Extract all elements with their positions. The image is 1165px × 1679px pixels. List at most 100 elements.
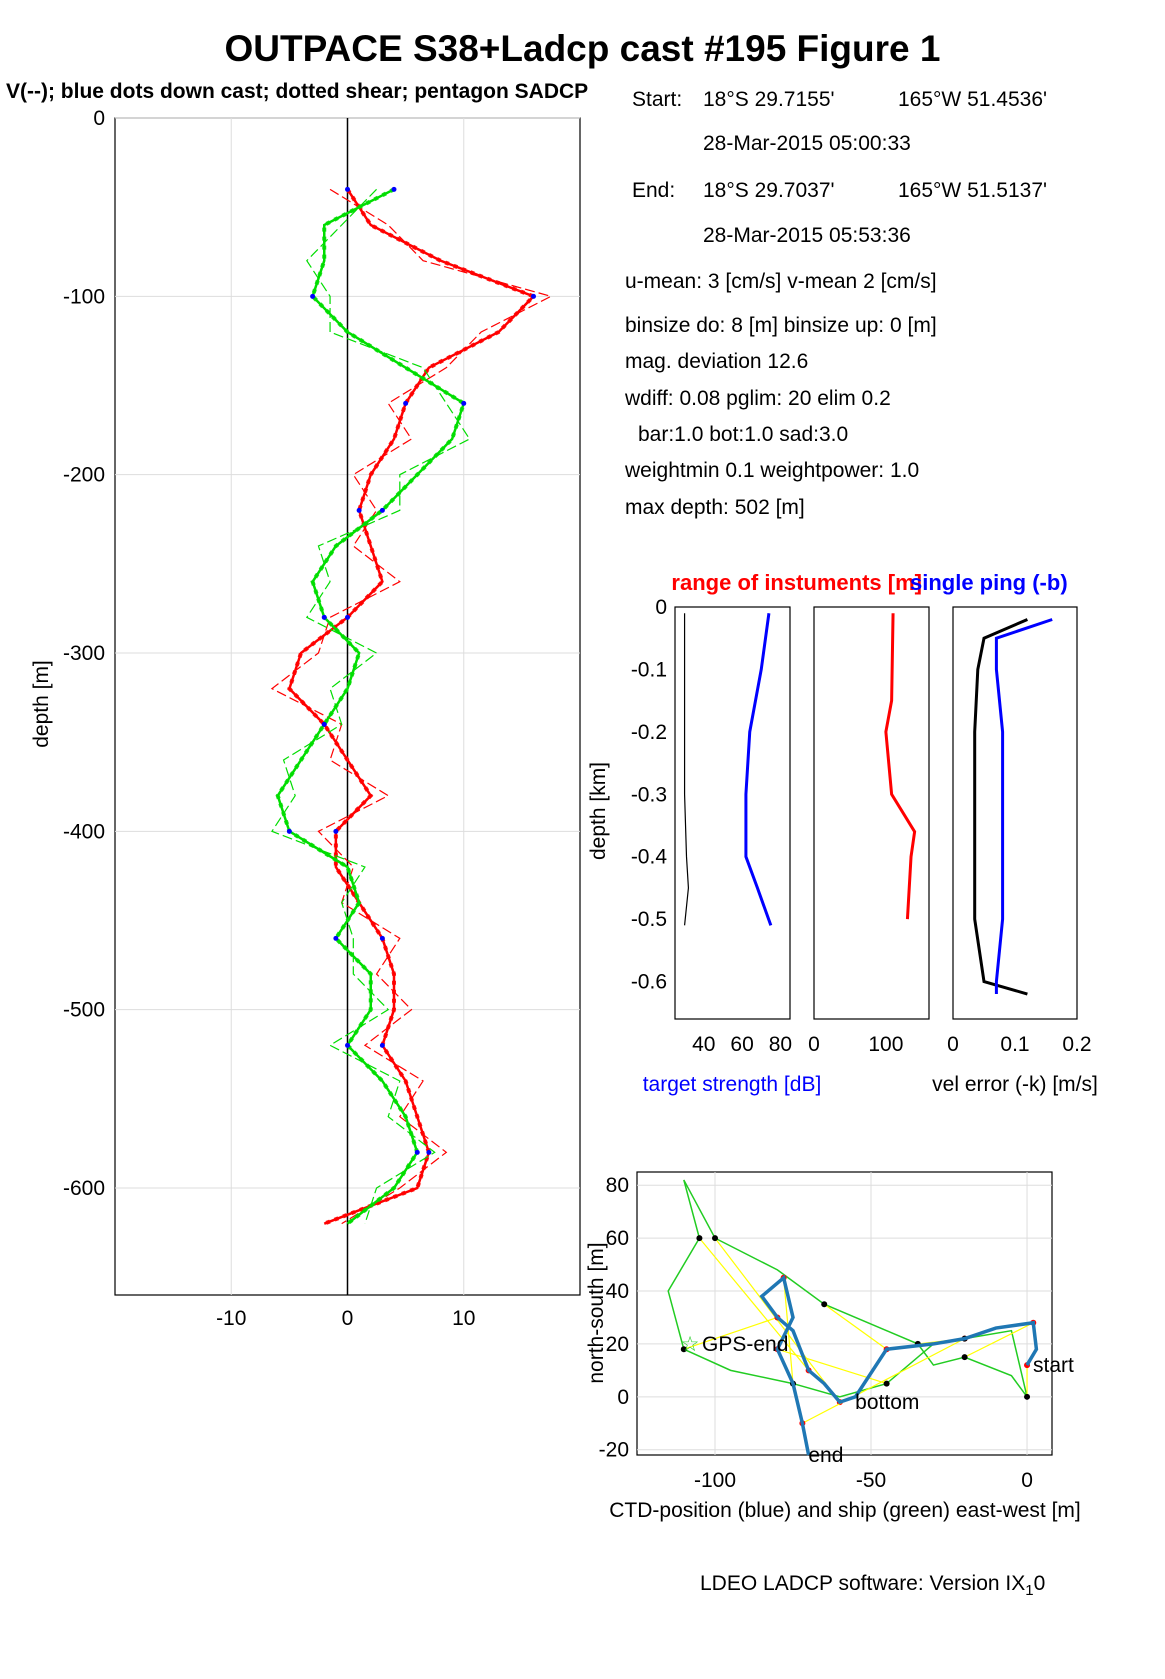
downcast-dot bbox=[379, 507, 385, 513]
downcast-dot bbox=[321, 614, 327, 620]
end-lon: 165°W 51.5137' bbox=[898, 179, 1048, 202]
position-panel: GPS-end start bottom end ☆ -100 -50 0 80 60 40 20 0… bbox=[585, 1171, 1081, 1522]
vel-error-line bbox=[994, 618, 1053, 995]
target-strength-xtick-label: 60 bbox=[730, 1033, 753, 1056]
position-xtick-label: -100 bbox=[694, 1469, 736, 1492]
end-label: End: bbox=[632, 179, 676, 202]
weight-text: weightmin 0.1 weightpower: 1.0 bbox=[625, 459, 920, 482]
downcast-dot bbox=[345, 1042, 350, 1048]
ctd-ship-link bbox=[823, 1303, 887, 1350]
velocity-ytick-label: -200 bbox=[63, 464, 105, 487]
downcast-dot bbox=[333, 935, 339, 941]
downcast-dot bbox=[403, 400, 409, 406]
velocity-ytick-label: -400 bbox=[63, 820, 105, 843]
downcast-dot bbox=[414, 1149, 420, 1155]
position-xtick-label: -50 bbox=[856, 1469, 886, 1492]
range-xtick-label: 0 bbox=[808, 1033, 820, 1056]
position-ytick-label: 20 bbox=[606, 1333, 629, 1356]
ship-dot bbox=[680, 1346, 687, 1353]
range-line bbox=[884, 613, 917, 920]
position-ytick-label: 60 bbox=[606, 1227, 629, 1250]
target-strength-line bbox=[744, 613, 773, 926]
binsize-text: binsize do: 8 [m] binsize up: 0 [m] bbox=[625, 314, 937, 337]
ping-title: single ping (-b) bbox=[910, 570, 1068, 595]
target-strength-xtick-label: 40 bbox=[692, 1033, 715, 1056]
start-label: Start: bbox=[632, 88, 683, 111]
velocity-ylabel: depth [m] bbox=[30, 660, 53, 748]
page-title: OUTPACE S38+Ladcp cast #195 Figure 1 bbox=[224, 28, 941, 69]
vel-error-xtick-label: 0 bbox=[947, 1033, 959, 1056]
series-u-line bbox=[287, 188, 536, 1225]
target-strength-ytick-label: 0 bbox=[655, 596, 667, 619]
start-lon: 165°W 51.4536' bbox=[898, 88, 1048, 111]
vel-error-xtick-label: 0.1 bbox=[1000, 1033, 1029, 1056]
subtitle: V(--); blue dots down cast; dotted shear… bbox=[6, 80, 589, 103]
bar-text: bar:1.0 bot:1.0 sad:3.0 bbox=[638, 423, 849, 446]
ts-xlabel: target strength [dB] bbox=[643, 1073, 822, 1096]
ship-dot bbox=[696, 1235, 703, 1242]
position-label-GPS-end: GPS-end bbox=[702, 1333, 788, 1356]
ship-dot bbox=[712, 1235, 719, 1242]
position-ytick-label: 40 bbox=[606, 1280, 629, 1303]
ts-axes-box bbox=[674, 606, 791, 1020]
velocity-ytick-label: -100 bbox=[63, 285, 105, 308]
position-label-start: start bbox=[1033, 1354, 1074, 1377]
range-axes-box bbox=[813, 606, 930, 1020]
downcast-dot bbox=[531, 293, 536, 299]
position-xtick-label: 0 bbox=[1021, 1469, 1033, 1492]
ctd-ship-link bbox=[802, 1338, 965, 1424]
ts-ylabel: depth [km] bbox=[587, 762, 610, 860]
velocity-ytick-label: 0 bbox=[93, 107, 105, 130]
velocity-panel: -10 0 100-100-200-300-400-500-600 depth [m… bbox=[30, 107, 581, 1330]
err-xlabel: vel error (-k) [m/s] bbox=[932, 1073, 1098, 1096]
instrument-ticks: 40 60 80 0 -0.1 -0.2 -0.3 -0.4 -0.5 -0.6 0 100 0 0.1 0… bbox=[631, 596, 1092, 1056]
target-strength-line bbox=[683, 613, 690, 926]
downcast-dot bbox=[461, 400, 467, 406]
means-text: u-mean: 3 [cm/s] v-mean 2 [cm/s] bbox=[625, 270, 937, 293]
wdiff-text: wdiff: 0.08 pglim: 20 elim 0.2 bbox=[625, 387, 891, 410]
gps-end-marker: ☆ bbox=[681, 1333, 700, 1356]
downcast-dot bbox=[356, 507, 362, 513]
instrument-lines bbox=[683, 613, 1053, 996]
velocity-xtick-label: -10 bbox=[216, 1307, 246, 1330]
target-strength-ytick-label: -0.6 bbox=[631, 971, 667, 994]
velocity-xtick-label: 0 bbox=[342, 1307, 354, 1330]
vel-error-line bbox=[973, 618, 1028, 996]
footer-text: LDEO LADCP software: Version IX bbox=[700, 1572, 1026, 1595]
target-strength-ytick-label: -0.1 bbox=[631, 658, 667, 681]
target-strength-ytick-label: -0.4 bbox=[631, 846, 668, 869]
target-strength-ytick-label: -0.3 bbox=[631, 783, 667, 806]
vel-error-xtick-label: 0.2 bbox=[1062, 1033, 1091, 1056]
position-label-end: end bbox=[808, 1444, 843, 1467]
downcast-dot bbox=[286, 828, 292, 834]
maxdepth-text: max depth: 502 [m] bbox=[625, 496, 805, 519]
downcast-dot bbox=[345, 614, 350, 620]
ship-dot bbox=[821, 1301, 828, 1308]
downcast-dot bbox=[310, 293, 316, 299]
downcast-dot bbox=[379, 935, 385, 941]
position-ytick-label: 80 bbox=[606, 1174, 629, 1197]
end-time: 28-Mar-2015 05:53:36 bbox=[703, 224, 911, 247]
ctd-track bbox=[759, 1274, 1039, 1456]
start-lat: 18°S 29.7155' bbox=[703, 88, 835, 111]
range-title: range of instuments [m] bbox=[671, 570, 922, 595]
velocity-ytick-label: -600 bbox=[63, 1177, 105, 1200]
velocity-ytick-label: -500 bbox=[63, 999, 105, 1022]
position-lines: GPS-end start bottom end ☆ bbox=[667, 1179, 1074, 1467]
position-ticks: -100 -50 0 80 60 40 20 0 -20 bbox=[599, 1174, 1033, 1492]
target-strength-xtick-label: 80 bbox=[769, 1033, 792, 1056]
velocity-ticks: -10 0 100-100-200-300-400-500-600 bbox=[63, 107, 475, 1330]
target-strength-ytick-label: -0.2 bbox=[631, 721, 667, 744]
position-ylabel: north-south [m] bbox=[585, 1242, 608, 1383]
target-strength-ytick-label: -0.5 bbox=[631, 908, 667, 931]
velocity-xtick-label: 10 bbox=[452, 1307, 475, 1330]
position-ytick-label: 0 bbox=[617, 1386, 629, 1409]
ship-dot bbox=[1024, 1393, 1031, 1400]
position-xlabel: CTD-position (blue) and ship (green) eas… bbox=[609, 1499, 1081, 1522]
magdev-text: mag. deviation 12.6 bbox=[625, 350, 809, 373]
downcast-dot bbox=[379, 1042, 385, 1048]
ctd-ship-link bbox=[683, 1316, 778, 1350]
velocity-lines bbox=[270, 118, 553, 1295]
range-xtick-label: 100 bbox=[868, 1033, 903, 1056]
